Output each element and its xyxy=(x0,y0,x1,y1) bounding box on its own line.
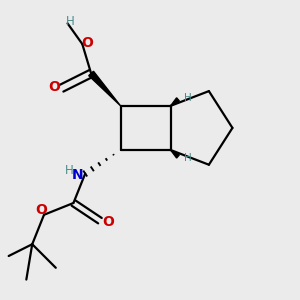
Polygon shape xyxy=(171,98,179,106)
Text: O: O xyxy=(102,215,114,229)
Text: O: O xyxy=(35,203,47,218)
Text: H: H xyxy=(184,153,191,163)
Text: H: H xyxy=(65,164,74,176)
Polygon shape xyxy=(171,150,179,158)
Text: H: H xyxy=(184,93,191,103)
Text: O: O xyxy=(48,80,60,94)
Text: H: H xyxy=(66,15,75,28)
Text: O: O xyxy=(82,35,94,50)
Polygon shape xyxy=(89,71,121,106)
Text: N: N xyxy=(72,168,84,182)
